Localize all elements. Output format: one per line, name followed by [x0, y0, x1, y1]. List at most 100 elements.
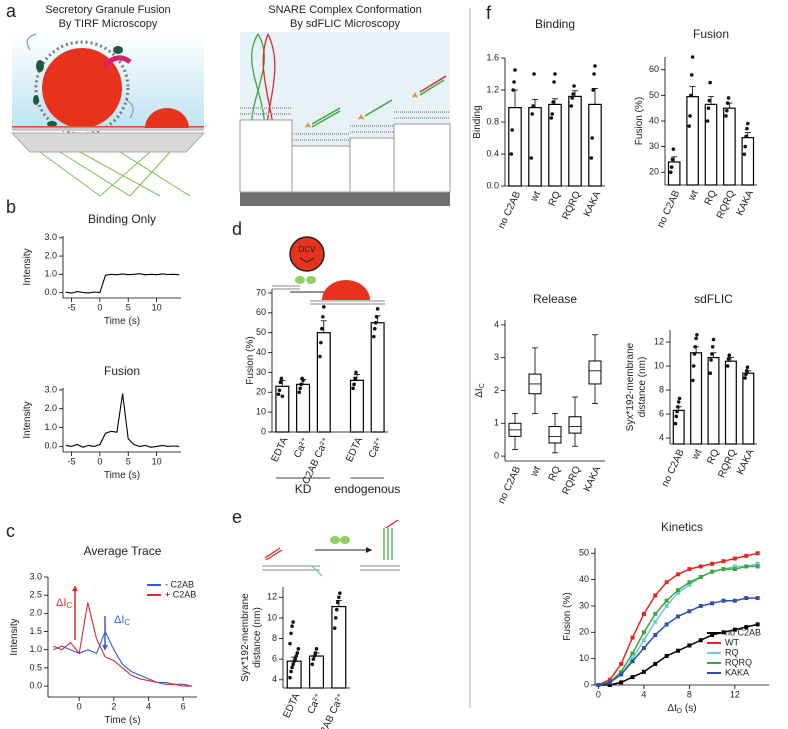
x-tick-label: -5 — [68, 302, 76, 312]
bar — [742, 372, 755, 445]
data-point — [301, 378, 305, 383]
y-tick-label: 40 — [579, 574, 589, 584]
y-tick-label: 20 — [649, 167, 659, 177]
legend-label: - C2AB — [165, 579, 194, 589]
x-tick-label: 4 — [146, 701, 151, 711]
x-axis-label-sub: D — [677, 708, 682, 715]
x-tick-label: wt — [686, 189, 701, 204]
y-axis-label-main: Binding — [472, 105, 483, 138]
x-tick-label: no C2AB — [496, 464, 523, 505]
data-point — [725, 108, 729, 113]
data-point — [726, 96, 731, 100]
x-tick-label: KAKA — [735, 447, 756, 476]
y-axis-label: Intensity — [22, 248, 33, 285]
chart-title: Release — [533, 292, 577, 306]
data-point — [725, 364, 730, 368]
y-axis-label: Fusion (%) — [634, 97, 645, 145]
marker — [630, 651, 635, 656]
marker — [721, 598, 726, 603]
data-point — [372, 326, 377, 331]
bar — [723, 107, 736, 186]
data-point — [711, 337, 716, 342]
y-tick-label: 1.2 — [486, 84, 499, 94]
data-point — [321, 315, 325, 319]
data-point — [375, 307, 380, 311]
bar — [741, 137, 755, 186]
y-axis-label-line: distance (nm) — [637, 357, 648, 418]
data-point — [706, 106, 711, 110]
x-tick-label: 0 — [97, 456, 102, 466]
data-point — [693, 345, 698, 349]
marker — [710, 632, 715, 637]
y-tick-label: 12 — [654, 336, 664, 346]
y-axis-label: Syx*192-membranedistance (nm) — [240, 593, 263, 682]
marker — [596, 683, 601, 687]
y-tick-label: 1.0 — [29, 644, 42, 654]
y-axis-label-main: Fusion (%) — [562, 592, 573, 640]
marker — [676, 588, 681, 593]
y-axis-label-sub: C — [479, 383, 486, 388]
dcv-label: DCV — [299, 245, 317, 254]
y-tick-label: 20 — [579, 627, 589, 637]
data-point — [708, 371, 713, 376]
data-point — [691, 378, 695, 383]
bar — [588, 103, 602, 187]
marker — [732, 567, 737, 572]
y-tick-label: 0 — [494, 450, 499, 460]
y-axis-label-main: Intensity — [22, 248, 33, 285]
y-axis-label: Binding — [472, 105, 483, 138]
data-point — [512, 80, 516, 84]
marker — [687, 580, 692, 585]
y-tick-label: 50 — [579, 548, 589, 558]
x-axis-label-main: Time (s) — [104, 316, 140, 327]
annotation-sub: C — [66, 601, 72, 610]
x-tick-label: -5 — [68, 456, 76, 466]
data-point — [707, 98, 712, 103]
marker — [732, 598, 737, 603]
marker — [755, 564, 760, 569]
data-point — [692, 352, 697, 356]
snare-illustration — [262, 519, 400, 577]
chart-title: sdFLIC — [694, 292, 733, 306]
panel-label: e — [232, 507, 242, 527]
annotation-arrowhead — [102, 645, 108, 650]
data-point — [280, 394, 285, 399]
marker — [687, 582, 692, 587]
marker — [744, 553, 749, 558]
data-point — [299, 382, 303, 387]
y-tick-label: 10 — [267, 612, 277, 622]
data-point — [311, 657, 316, 661]
data-point — [669, 165, 674, 169]
data-point — [727, 353, 732, 358]
data-point — [687, 124, 691, 128]
data-point — [688, 114, 692, 118]
data-point — [351, 386, 355, 391]
legend-label: RQRQ — [725, 657, 752, 667]
y-tick-label: 2.5 — [29, 590, 42, 600]
data-point — [529, 156, 534, 160]
data-point — [570, 96, 575, 100]
data-point — [319, 340, 323, 345]
y-tick-label: 40 — [649, 115, 659, 125]
marker — [755, 551, 760, 556]
marker — [710, 569, 715, 574]
data-point — [532, 72, 536, 76]
data-point — [677, 396, 682, 401]
marker — [641, 669, 646, 674]
x-tick-label: 5 — [126, 456, 131, 466]
dcv-illustration: DCV — [272, 236, 385, 305]
data-point — [689, 73, 694, 77]
annotation-main: ΔI — [114, 614, 124, 626]
data-point — [550, 112, 555, 116]
y-tick-label: 2 — [494, 385, 499, 395]
x-tick-label: Ca²⁺ — [367, 436, 386, 460]
x-axis-label-main: Time (s) — [104, 470, 140, 481]
x-tick-label: 2 — [111, 701, 116, 711]
chart-title: Fusion — [693, 27, 729, 41]
data-point — [298, 386, 302, 391]
data-point — [335, 600, 340, 605]
data-point — [743, 144, 748, 149]
legend-label: WT — [725, 637, 739, 647]
line — [52, 630, 192, 687]
